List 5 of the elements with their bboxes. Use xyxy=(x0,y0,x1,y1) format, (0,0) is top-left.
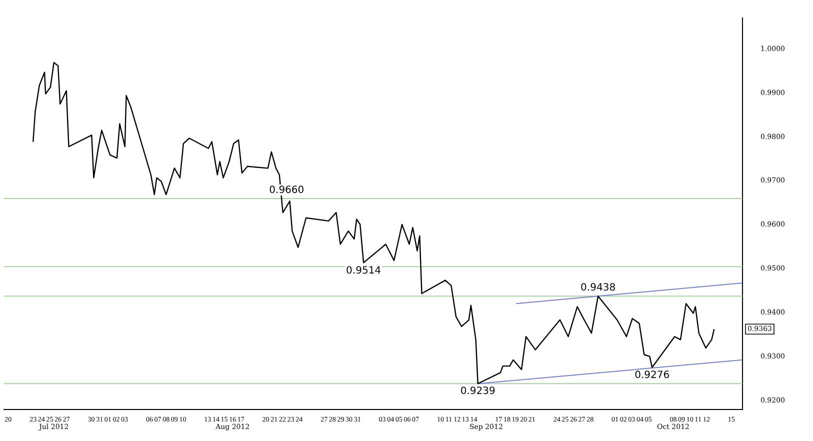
annotation: 0.9438 xyxy=(580,282,616,294)
annotation: 0.9514 xyxy=(346,265,382,276)
annotation: 0.9276 xyxy=(634,370,670,381)
annotation: 0.9239 xyxy=(460,386,496,398)
annotation: 0.9660 xyxy=(269,185,304,196)
